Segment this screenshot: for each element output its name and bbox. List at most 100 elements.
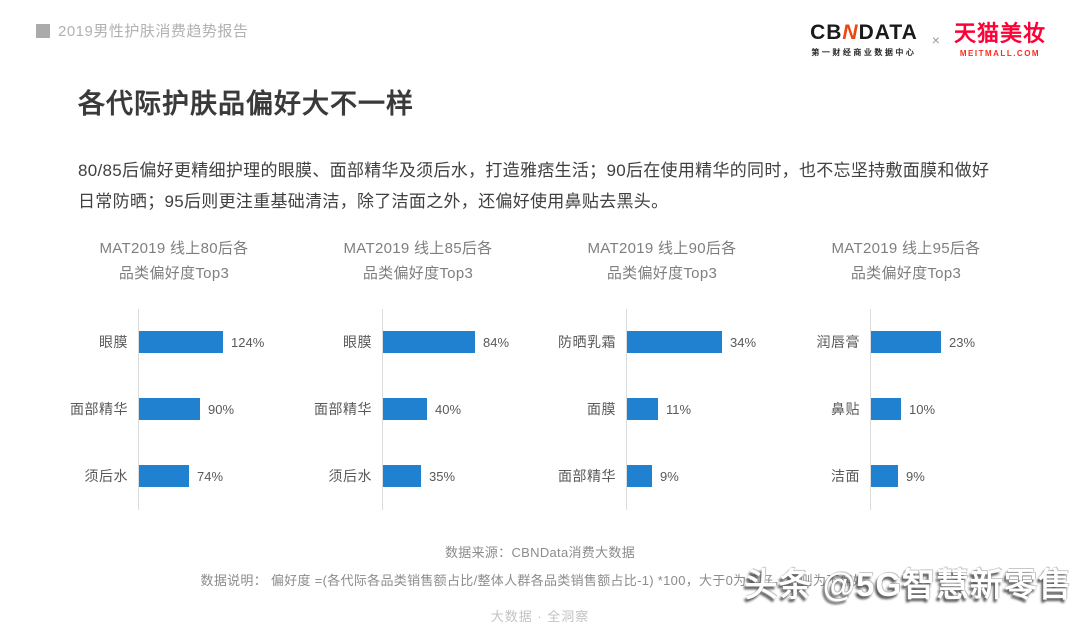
- bar-value-label: 9%: [906, 468, 925, 484]
- bar-cell: 124%: [138, 308, 296, 376]
- bar: [139, 398, 200, 421]
- data-method-note: 数据说明： 偏好度 =(各代际各品类销售额占比/整体人群各品类销售额占比-1) …: [200, 572, 880, 588]
- chart-row: 面部精华 9%: [540, 442, 784, 510]
- bar-value-label: 84%: [483, 334, 510, 350]
- toutiao-watermark: 头条 @5G智慧新零售: [744, 566, 1072, 603]
- chart-title-line: 品类偏好度Top3: [850, 265, 962, 283]
- category-label: 润唇膏: [816, 334, 860, 351]
- chart-row: 润唇膏 23%: [784, 308, 1028, 376]
- intro-paragraph: 80/85后偏好更精细护理的眼膜、面部精华及须后水，打造雅痞生活；90后在使用精…: [78, 161, 990, 212]
- category-label: 洁面: [831, 468, 860, 485]
- bar-cell: 9%: [626, 442, 784, 510]
- chart-title: MAT2019 线上80后各 品类偏好度Top3: [52, 236, 296, 287]
- chart-row: 洁面 9%: [784, 442, 1028, 510]
- category-label: 面部精华: [314, 401, 372, 418]
- chart-row: 面部精华 90%: [52, 375, 296, 443]
- bar-value-label: 74%: [197, 468, 224, 484]
- square-bullet-icon: [36, 23, 50, 38]
- cbndata-wordmark-n: N: [842, 21, 859, 44]
- bar: [627, 465, 652, 488]
- tmall-beauty-name: 天猫美妆: [953, 20, 1046, 46]
- chart-title-line: 品类偏好度Top3: [606, 265, 718, 283]
- chart-row: 防晒乳霜 34%: [540, 308, 784, 376]
- category-label: 鼻贴: [831, 401, 860, 418]
- chart-row: 鼻贴 10%: [784, 375, 1028, 443]
- bar: [383, 331, 475, 354]
- category-label: 面部精华: [70, 401, 128, 418]
- category-label: 须后水: [328, 468, 372, 485]
- tmall-beauty-domain: MEITMALL.COM: [959, 48, 1041, 58]
- category-label: 面部精华: [558, 468, 616, 485]
- bar-cell: 74%: [138, 442, 296, 510]
- chart-title-line: MAT2019 线上95后各: [831, 239, 981, 257]
- report-tag-label: 2019男性护肤消费趋势报告: [58, 23, 249, 40]
- page-title: 各代际护肤品偏好大不一样: [78, 89, 414, 119]
- bar-value-label: 90%: [208, 401, 235, 417]
- multiply-separator-icon: ×: [931, 32, 940, 48]
- footer-caption: 大数据 · 全洞察: [490, 608, 590, 624]
- chart-title-line: 品类偏好度Top3: [362, 265, 474, 283]
- bar-value-label: 9%: [660, 468, 679, 484]
- chart-title-line: MAT2019 线上80后各: [99, 239, 249, 257]
- logo-group: CBNDATA 第一财经商业数据中心 × 天猫美妆 MEITMALL.COM: [810, 22, 1046, 58]
- chart-title: MAT2019 线上90后各 品类偏好度Top3: [540, 236, 784, 287]
- tmall-beauty-logo: 天猫美妆 MEITMALL.COM: [953, 20, 1046, 58]
- report-tag: 2019男性护肤消费趋势报告: [36, 20, 248, 41]
- category-label: 眼膜: [99, 334, 128, 351]
- chart-row: 面部精华 40%: [296, 375, 540, 443]
- category-label: 须后水: [84, 468, 128, 485]
- page-header: 2019男性护肤消费趋势报告 CBNDATA 第一财经商业数据中心 × 天猫美妆…: [0, 0, 1080, 58]
- data-source-note: 数据来源：CBNData消费大数据: [444, 544, 635, 560]
- charts-row: MAT2019 线上80后各 品类偏好度Top3 眼膜 124% 面部精华 90% 须后水 7…: [0, 236, 1080, 510]
- cbndata-wordmark-left: CB: [810, 21, 843, 44]
- chart-85hou: MAT2019 线上85后各 品类偏好度Top3 眼膜 84% 面部精华 40% 须后水 35…: [296, 236, 540, 510]
- bar-cell: 11%: [626, 375, 784, 443]
- chart-95hou: MAT2019 线上95后各 品类偏好度Top3 润唇膏 23% 鼻贴 10% 洁面 9%: [784, 236, 1028, 510]
- chart-title-line: MAT2019 线上90后各: [587, 239, 737, 257]
- chart-plot-area: 防晒乳霜 34% 面膜 11% 面部精华 9%: [540, 308, 784, 510]
- chart-title-line: 品类偏好度Top3: [118, 265, 230, 283]
- category-label: 防晒乳霜: [558, 334, 616, 351]
- bar-cell: 90%: [138, 375, 296, 443]
- bar-cell: 10%: [870, 375, 1028, 443]
- chart-90hou: MAT2019 线上90后各 品类偏好度Top3 防晒乳霜 34% 面膜 11% 面部精华 9…: [540, 236, 784, 510]
- bar-value-label: 35%: [429, 468, 456, 484]
- chart-plot-area: 润唇膏 23% 鼻贴 10% 洁面 9%: [784, 308, 1028, 510]
- bar: [871, 398, 901, 421]
- chart-row: 眼膜 124%: [52, 308, 296, 376]
- bar: [383, 398, 427, 421]
- category-label: 面膜: [587, 401, 616, 418]
- bar-cell: 9%: [870, 442, 1028, 510]
- chart-row: 眼膜 84%: [296, 308, 540, 376]
- bar-cell: 23%: [870, 308, 1028, 376]
- bar: [383, 465, 421, 488]
- cbndata-wordmark-right: DATA: [858, 21, 918, 44]
- bar: [871, 331, 941, 354]
- bar-value-label: 10%: [909, 401, 936, 417]
- chart-title: MAT2019 线上85后各 品类偏好度Top3: [296, 236, 540, 287]
- cbndata-logo: CBNDATA 第一财经商业数据中心: [810, 22, 918, 58]
- bar-cell: 35%: [382, 442, 540, 510]
- category-label: 眼膜: [343, 334, 372, 351]
- chart-plot-area: 眼膜 84% 面部精华 40% 须后水 35%: [296, 308, 540, 510]
- bar-value-label: 124%: [231, 334, 265, 350]
- bar: [139, 465, 189, 488]
- chart-row: 须后水 74%: [52, 442, 296, 510]
- cbndata-wordmark: CBNDATA: [810, 22, 918, 43]
- bar-value-label: 34%: [730, 334, 757, 350]
- bar-cell: 40%: [382, 375, 540, 443]
- bar-cell: 34%: [626, 308, 784, 376]
- cbndata-subtitle: 第一财经商业数据中心: [811, 48, 917, 57]
- bar-cell: 84%: [382, 308, 540, 376]
- chart-title-line: MAT2019 线上85后各: [343, 239, 493, 257]
- bar: [627, 398, 658, 421]
- chart-row: 面膜 11%: [540, 375, 784, 443]
- bar: [871, 465, 898, 488]
- bar: [139, 331, 223, 354]
- bar: [627, 331, 722, 354]
- bar-value-label: 40%: [435, 401, 462, 417]
- bar-value-label: 23%: [949, 334, 976, 350]
- chart-title: MAT2019 线上95后各 品类偏好度Top3: [784, 236, 1028, 287]
- chart-row: 须后水 35%: [296, 442, 540, 510]
- bar-value-label: 11%: [666, 401, 692, 417]
